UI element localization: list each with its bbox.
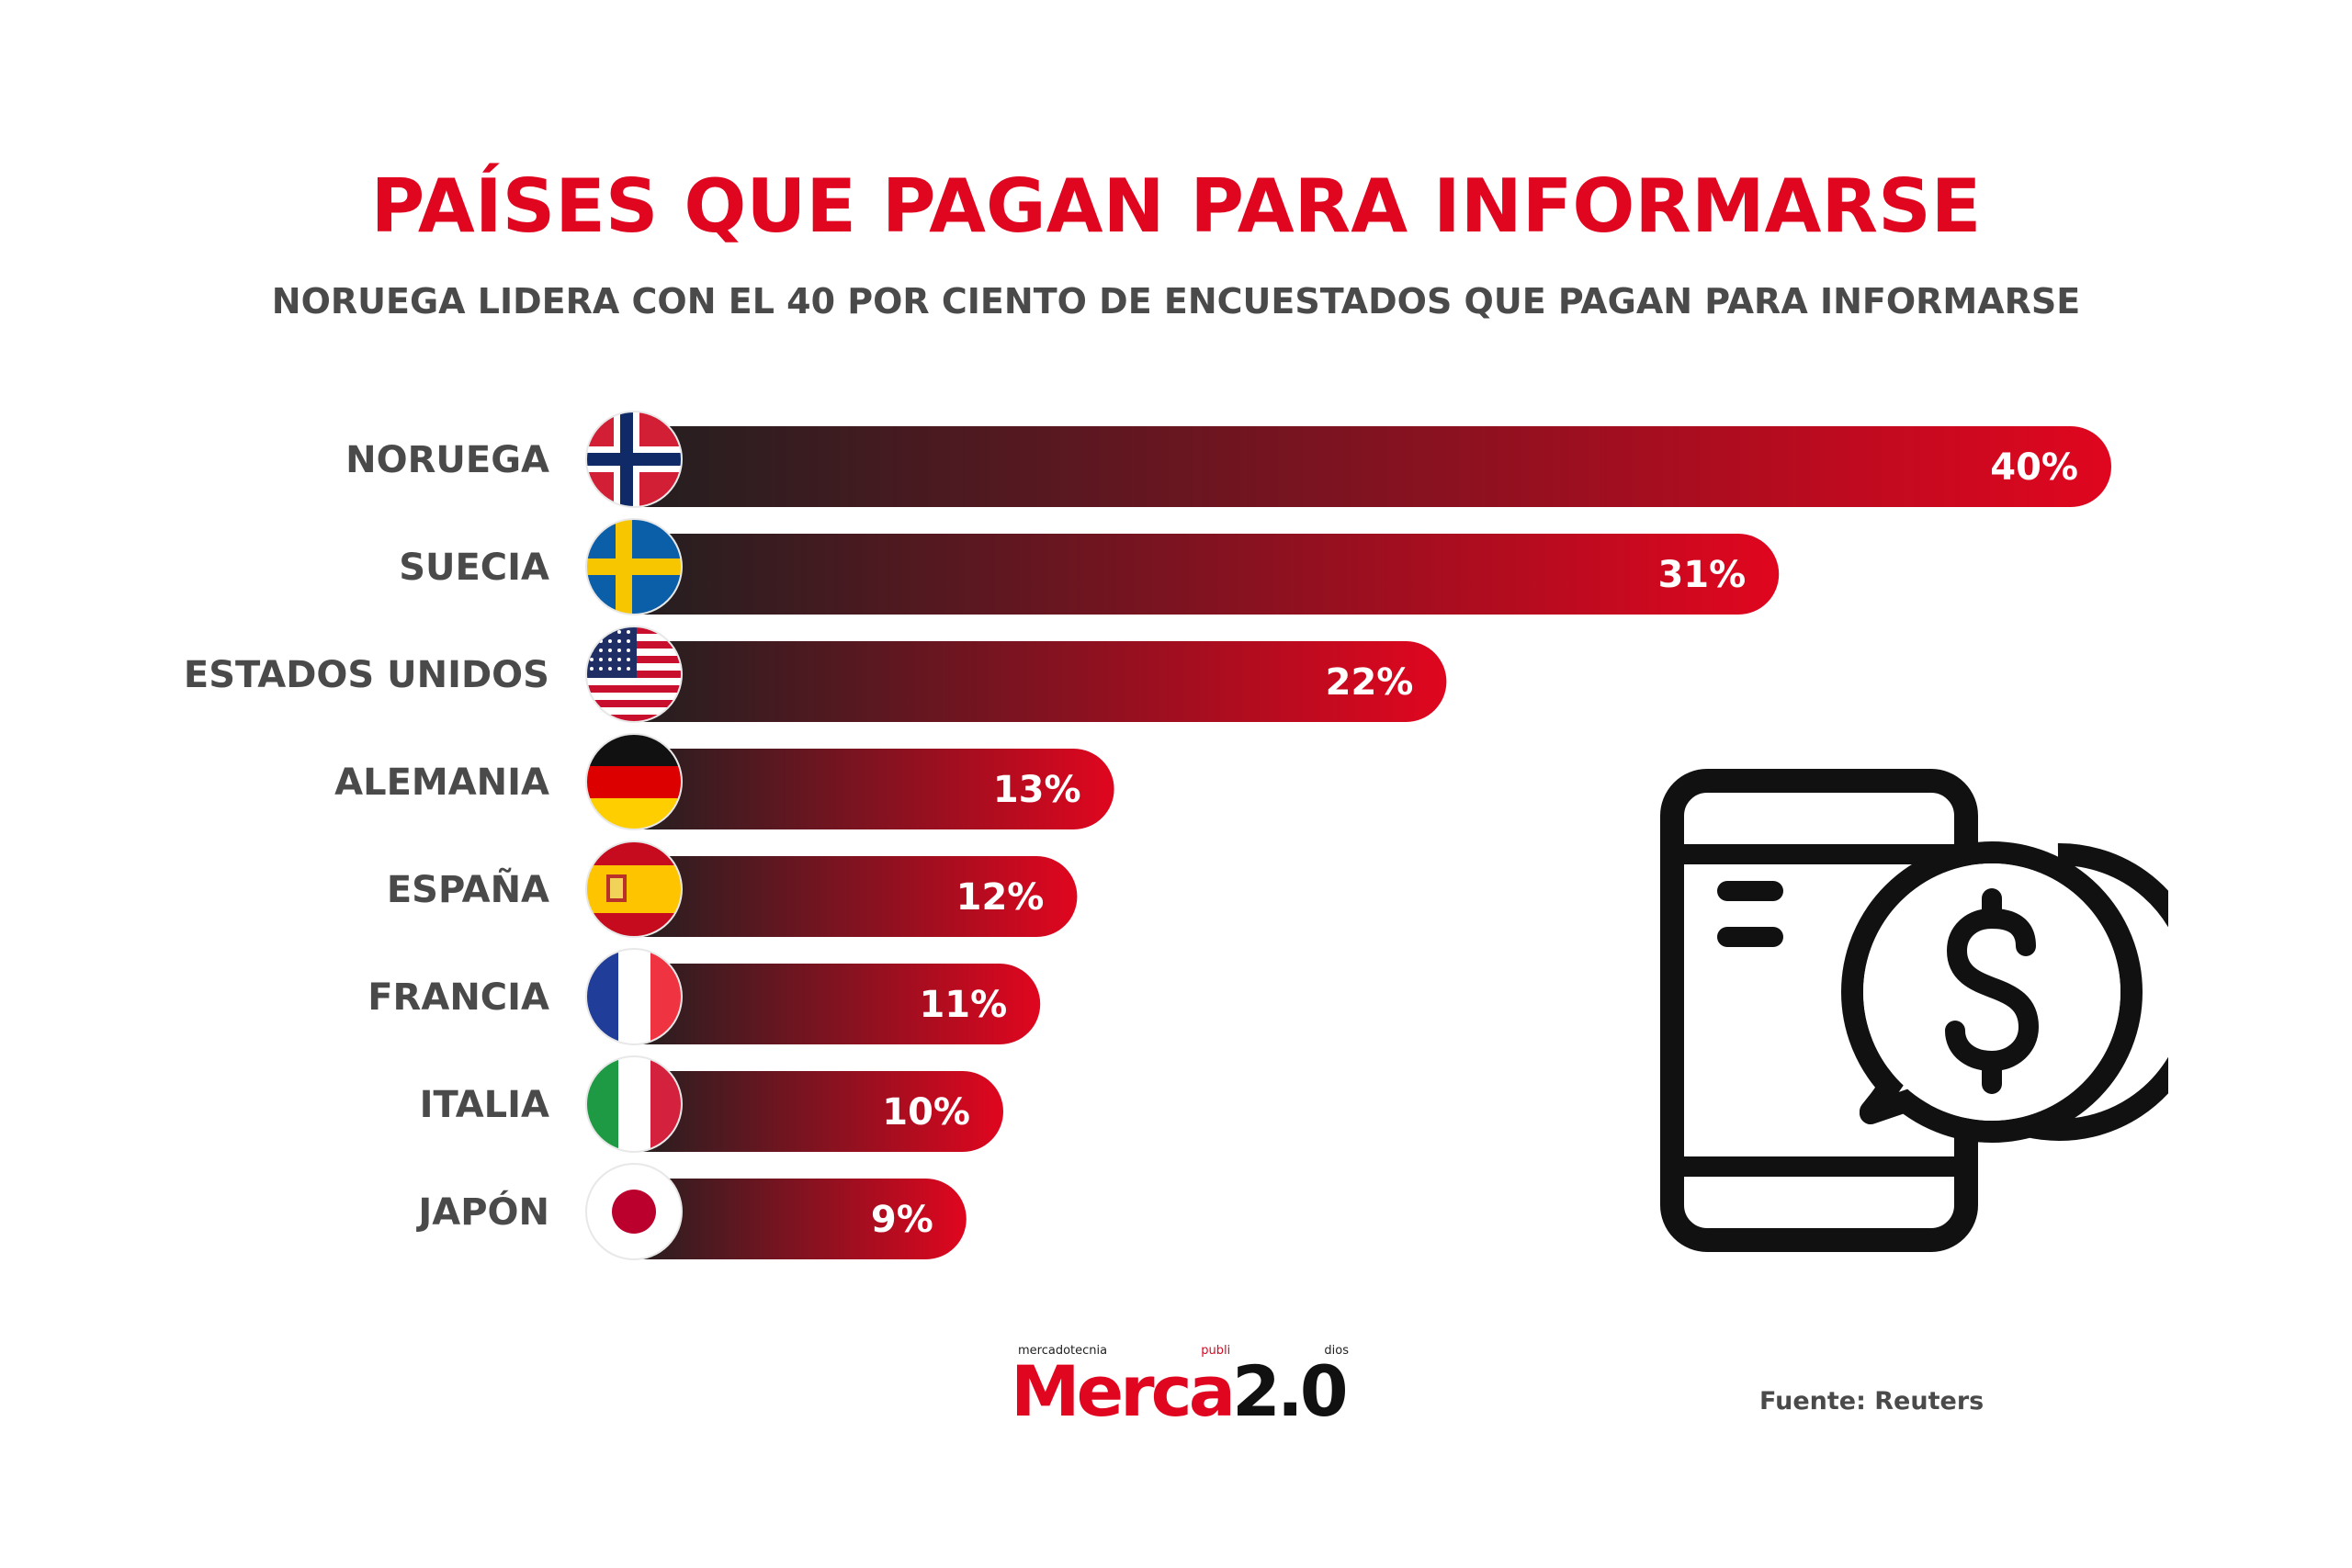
category-label: ITALIA (420, 1084, 549, 1126)
category-label: ESPAÑA (387, 867, 549, 911)
phone-dollar-icon (1660, 769, 2168, 1252)
logo-tagline-part: mercadotecnia (1018, 1344, 1108, 1358)
logo-tagline-part: dios (1324, 1344, 1349, 1358)
merca20-logo: mercadotecnia publi dios Merca2.0 (1011, 1337, 1360, 1438)
bar-alemania (634, 749, 1114, 829)
bar-value-label: 13% (993, 769, 1081, 811)
logo-merca-text: Merca (1011, 1350, 1236, 1432)
france-flag-icon (585, 948, 683, 1045)
bar-value-label: 12% (956, 876, 1045, 919)
bar-noruega (634, 426, 2111, 507)
category-label: ESTADOS UNIDOS (184, 654, 549, 696)
category-label: ALEMANIA (334, 761, 549, 804)
bar-japón (634, 1179, 967, 1259)
norway-flag-icon (585, 411, 683, 508)
bar-value-label: 40% (1990, 446, 2078, 489)
category-label: JAPÓN (415, 1190, 549, 1234)
category-label: SUECIA (399, 547, 549, 589)
bar-españa (634, 856, 1078, 937)
page-subtitle: NORUEGA LIDERA CON EL 40 POR CIENTO DE E… (271, 281, 2081, 321)
bar-value-label: 31% (1657, 554, 1746, 596)
bar-value-label: 9% (871, 1199, 933, 1241)
usa-flag-icon (585, 626, 683, 723)
category-label: NORUEGA (345, 439, 549, 481)
logo-version-text: 2.0 (1232, 1350, 1349, 1432)
logo-tagline-part: publi (1201, 1344, 1231, 1358)
bar-francia (634, 964, 1041, 1044)
japan-flag-icon (585, 1163, 683, 1260)
sweden-flag-icon (585, 518, 683, 615)
spain-flag-icon (585, 840, 683, 938)
bar-value-label: 22% (1326, 661, 1414, 704)
source-note: Fuente: Reuters (1759, 1387, 1984, 1416)
page-title: PAÍSES QUE PAGAN PARA INFORMARSE (370, 164, 1982, 249)
bar-italia (634, 1071, 1003, 1152)
bar-value-label: 10% (882, 1091, 970, 1134)
bar-value-label: 11% (919, 984, 1007, 1026)
bar-estados-unidos (634, 641, 1447, 722)
germany-flag-icon (585, 733, 683, 830)
italy-flag-icon (585, 1055, 683, 1153)
category-label: FRANCIA (368, 976, 549, 1019)
bar-suecia (634, 534, 1780, 615)
